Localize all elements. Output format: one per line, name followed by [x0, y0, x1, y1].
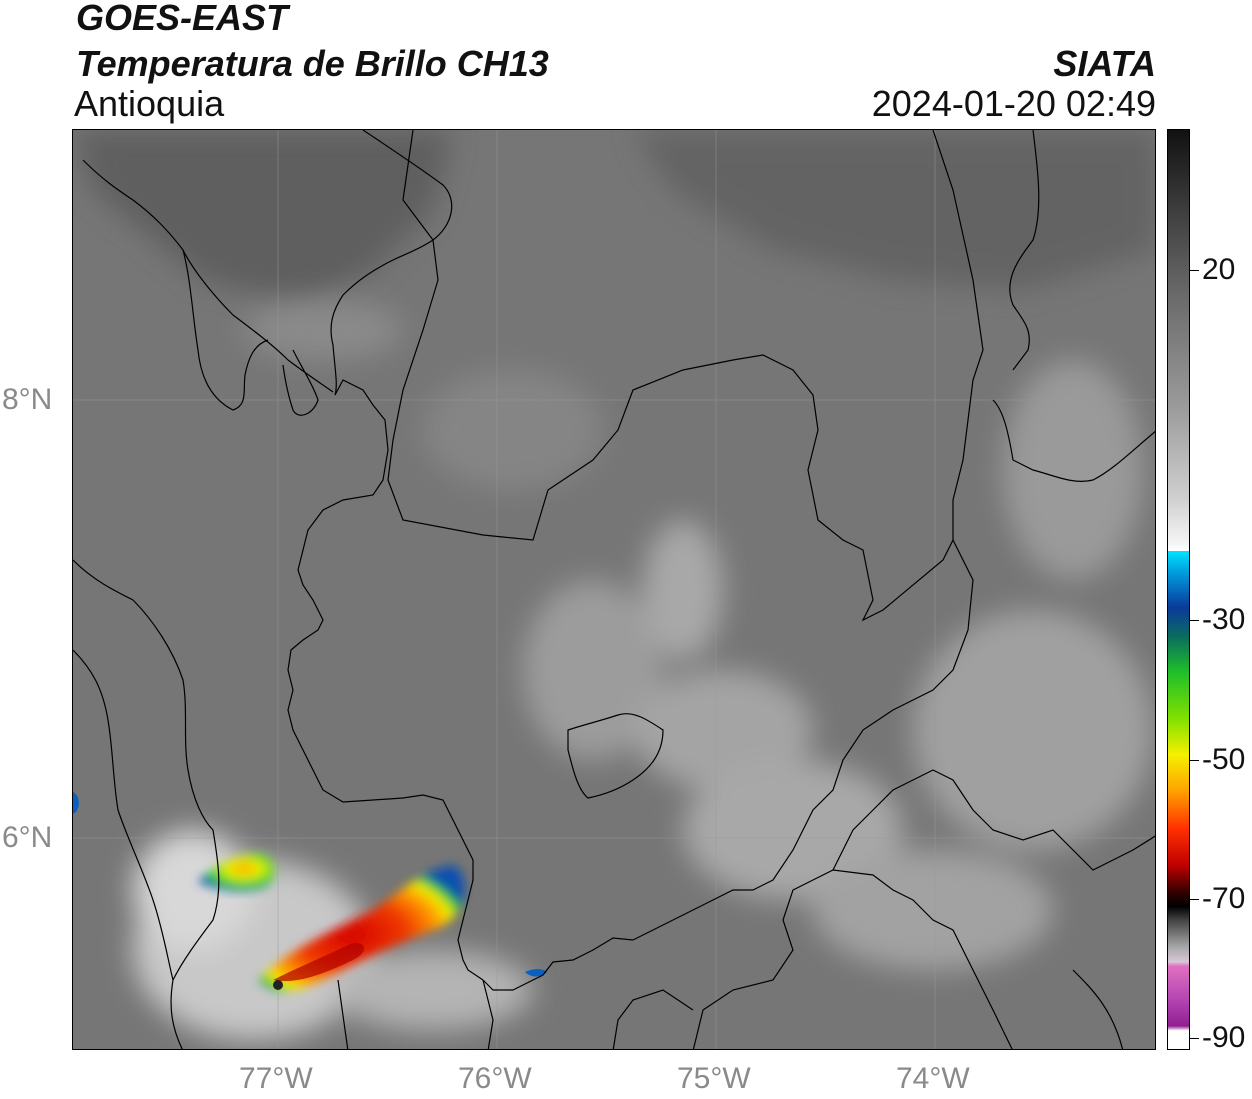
dark-region [73, 130, 453, 305]
storm-edge-west [73, 792, 79, 814]
lon-label-76w: 76°W [458, 1062, 532, 1095]
lon-label-74w: 74°W [896, 1062, 970, 1095]
colorbar-label-minus30: -30 [1202, 603, 1246, 636]
graticule [73, 130, 1155, 1049]
storm-large [258, 865, 465, 992]
satellite-map[interactable] [72, 129, 1156, 1050]
title-product: Temperatura de Brillo CH13 [76, 43, 549, 84]
colorbar-tick-minus90 [1190, 1038, 1199, 1039]
storm-large-core [273, 942, 365, 982]
lat-label-6n: 6°N [2, 821, 53, 854]
storm-coldest-point [273, 980, 283, 990]
boundaries [73, 130, 1155, 1049]
lat-label-8n: 8°N [2, 383, 53, 416]
colorbar-label-20: 20 [1202, 253, 1236, 286]
title-satellite: GOES-EAST [76, 0, 289, 38]
storm-small [198, 853, 275, 892]
agency-label: SIATA [1053, 43, 1156, 84]
colorbar [1167, 129, 1190, 1050]
colorbar-label-minus90: -90 [1202, 1021, 1246, 1054]
colorbar-label-minus70: -70 [1202, 882, 1246, 915]
storm-tiny [525, 969, 547, 977]
colorbar-tick-20 [1190, 270, 1199, 271]
colorbar-tick-minus50 [1190, 760, 1199, 761]
lon-label-77w: 77°W [239, 1062, 313, 1095]
lon-label-75w: 75°W [677, 1062, 751, 1095]
colorbar-label-minus50: -50 [1202, 743, 1246, 776]
region-label: Antioquia [74, 83, 225, 124]
datetime-label: 2024-01-20 02:49 [871, 83, 1156, 124]
colorbar-tick-minus30 [1190, 620, 1199, 621]
dark-region-east [633, 130, 1155, 290]
colorbar-tick-minus70 [1190, 899, 1199, 900]
